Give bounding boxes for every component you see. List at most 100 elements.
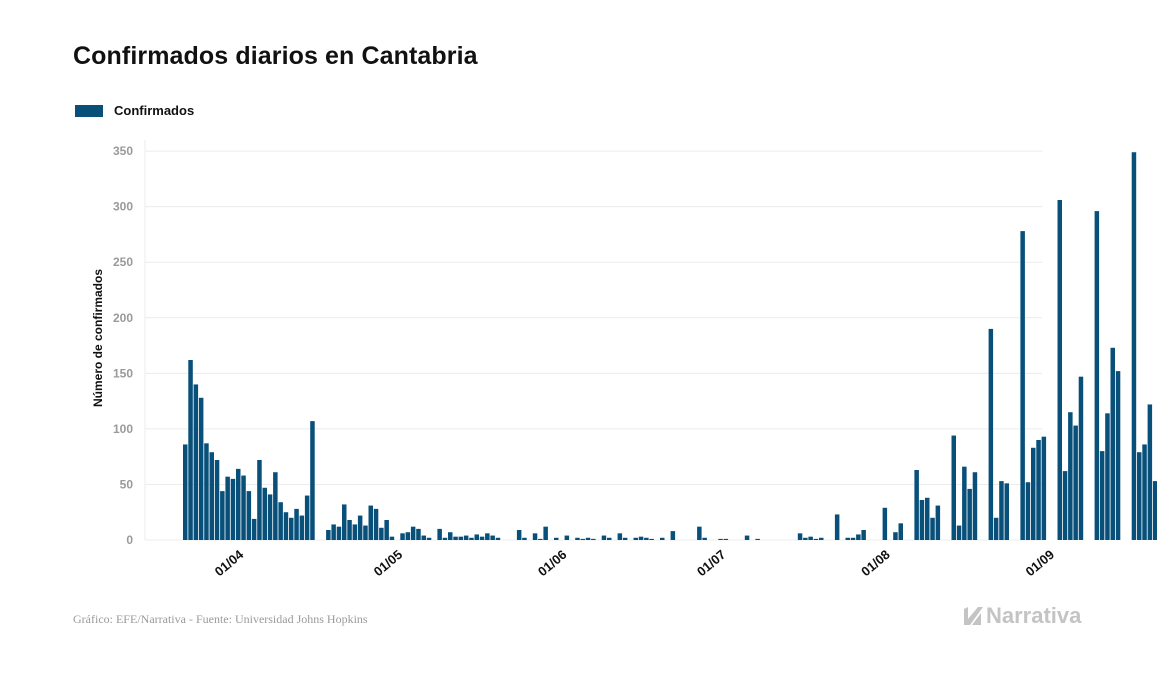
bar — [453, 536, 458, 540]
bar — [1099, 451, 1105, 540]
bar — [368, 505, 373, 540]
bar — [410, 526, 416, 540]
bar — [861, 530, 866, 540]
x-tick-label: 01/07 — [694, 547, 729, 579]
bar — [1152, 481, 1157, 540]
bar — [299, 515, 305, 540]
bar — [522, 537, 527, 540]
bar — [1147, 404, 1153, 540]
bar — [400, 533, 405, 540]
bar — [564, 535, 570, 540]
bar — [622, 537, 628, 540]
bar — [898, 523, 903, 540]
bar — [856, 534, 861, 540]
bar — [458, 536, 464, 540]
y-tick-label: 150 — [113, 366, 133, 380]
bar — [310, 421, 315, 540]
bar — [797, 533, 803, 540]
brand-name: Narrativa — [986, 603, 1082, 628]
bar — [241, 475, 246, 540]
bar — [209, 452, 214, 540]
bar — [893, 532, 898, 540]
bar — [1110, 347, 1115, 540]
bar — [575, 537, 580, 540]
bar — [988, 328, 994, 540]
bar — [267, 494, 273, 540]
bar — [485, 533, 490, 540]
bar — [919, 500, 925, 540]
bar — [649, 538, 654, 540]
bar — [342, 504, 347, 540]
bar — [188, 360, 193, 540]
bar — [585, 537, 591, 540]
bar — [474, 534, 479, 540]
bar — [357, 515, 363, 540]
bar — [962, 466, 967, 540]
chart-title: Confirmados diarios en Cantabria — [73, 42, 478, 70]
bar — [204, 443, 209, 540]
bar — [660, 537, 665, 540]
legend-swatch — [75, 104, 103, 117]
narrativa-logo-icon — [964, 607, 983, 625]
y-tick-label: 350 — [113, 144, 133, 158]
bar — [495, 537, 501, 540]
bar — [384, 520, 389, 540]
bar — [813, 538, 819, 540]
bar — [1057, 200, 1062, 540]
x-tick-label: 01/08 — [858, 547, 893, 579]
bar — [601, 535, 607, 540]
bar — [580, 538, 585, 540]
bar — [294, 508, 299, 540]
bar — [591, 538, 596, 540]
bar — [617, 533, 623, 540]
bar — [262, 487, 267, 540]
bar — [236, 468, 241, 540]
bar — [437, 528, 442, 540]
bar — [697, 526, 702, 540]
bar — [1031, 447, 1036, 540]
bar — [251, 518, 257, 540]
bar — [230, 478, 236, 540]
bar — [1115, 371, 1121, 540]
bar — [469, 537, 474, 540]
y-tick-label: 200 — [113, 311, 133, 325]
bar — [347, 520, 352, 540]
bar — [490, 535, 495, 540]
y-tick-label: 50 — [120, 477, 134, 491]
bar — [373, 508, 379, 540]
bar — [845, 537, 850, 540]
bar — [1137, 452, 1142, 540]
bar — [755, 538, 760, 540]
bar — [442, 537, 448, 540]
bar — [993, 517, 999, 540]
bars — [183, 152, 1157, 541]
bar — [463, 535, 469, 540]
bar — [257, 460, 262, 540]
bar — [644, 537, 649, 540]
bar — [999, 481, 1004, 540]
bar — [1004, 483, 1009, 540]
bar — [744, 535, 750, 540]
y-tick-label: 0 — [126, 533, 133, 547]
bar — [220, 491, 225, 540]
bar — [1020, 231, 1025, 541]
bar — [607, 537, 612, 540]
bar — [183, 444, 188, 540]
bar — [1068, 412, 1073, 540]
bar — [882, 507, 888, 540]
bar — [331, 524, 336, 540]
bar — [723, 538, 729, 540]
bar — [416, 528, 421, 540]
bar — [273, 472, 278, 540]
bar — [193, 384, 199, 540]
y-tick-label: 250 — [113, 255, 133, 269]
grid-lines — [144, 140, 1042, 541]
bar — [1105, 413, 1110, 540]
bar — [1025, 482, 1031, 540]
x-tick-label: 01/09 — [1023, 547, 1058, 579]
bar — [914, 470, 919, 540]
bar — [972, 472, 978, 540]
bar — [479, 536, 485, 540]
bar — [1078, 376, 1084, 540]
